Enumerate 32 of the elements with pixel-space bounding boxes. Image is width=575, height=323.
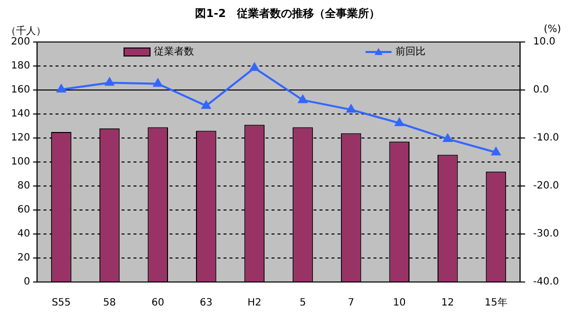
y2-tick-label: -30.0 xyxy=(533,228,559,240)
x-tick-label: 58 xyxy=(103,298,116,309)
y-tick-label: 80 xyxy=(17,180,30,192)
y2-tick-label: 0.0 xyxy=(533,84,550,96)
y-tick-label: 140 xyxy=(10,108,30,120)
x-tick-label: 5 xyxy=(300,298,306,309)
x-tick-label: 7 xyxy=(348,298,354,309)
y-tick-label: 120 xyxy=(10,132,30,144)
legend-label: 従業者数 xyxy=(154,46,194,58)
chart-title: 図1-2 従業者数の推移（全事業所） xyxy=(194,6,381,21)
x-tick-label: 63 xyxy=(200,298,213,309)
y2-tick-label: -20.0 xyxy=(533,180,559,192)
y-tick-label: 60 xyxy=(17,204,30,216)
y-tick-label: 0 xyxy=(24,276,30,288)
y-tick-label: 160 xyxy=(10,84,30,96)
x-tick-label: 15年 xyxy=(484,296,508,309)
x-tick-label: H2 xyxy=(248,298,262,309)
y-axis-title: （千人） xyxy=(6,24,46,37)
y-tick-label: 40 xyxy=(17,228,30,240)
y-tick-label: 20 xyxy=(17,252,30,264)
y2-tick-label: 10.0 xyxy=(533,36,556,48)
x-tick-label: 10 xyxy=(393,298,406,309)
y-tick-label: 180 xyxy=(10,60,30,72)
y-tick-label: 200 xyxy=(10,36,30,48)
x-tick-label: 12 xyxy=(441,298,454,309)
y2-axis-title: (%) xyxy=(544,24,561,35)
y-tick-label: 100 xyxy=(10,156,30,168)
x-tick-label: S55 xyxy=(52,298,71,309)
y2-tick-label: -10.0 xyxy=(533,132,559,144)
legend-label: 前回比 xyxy=(396,46,426,58)
x-tick-label: 60 xyxy=(151,298,164,309)
y2-tick-label: -40.0 xyxy=(533,276,559,288)
